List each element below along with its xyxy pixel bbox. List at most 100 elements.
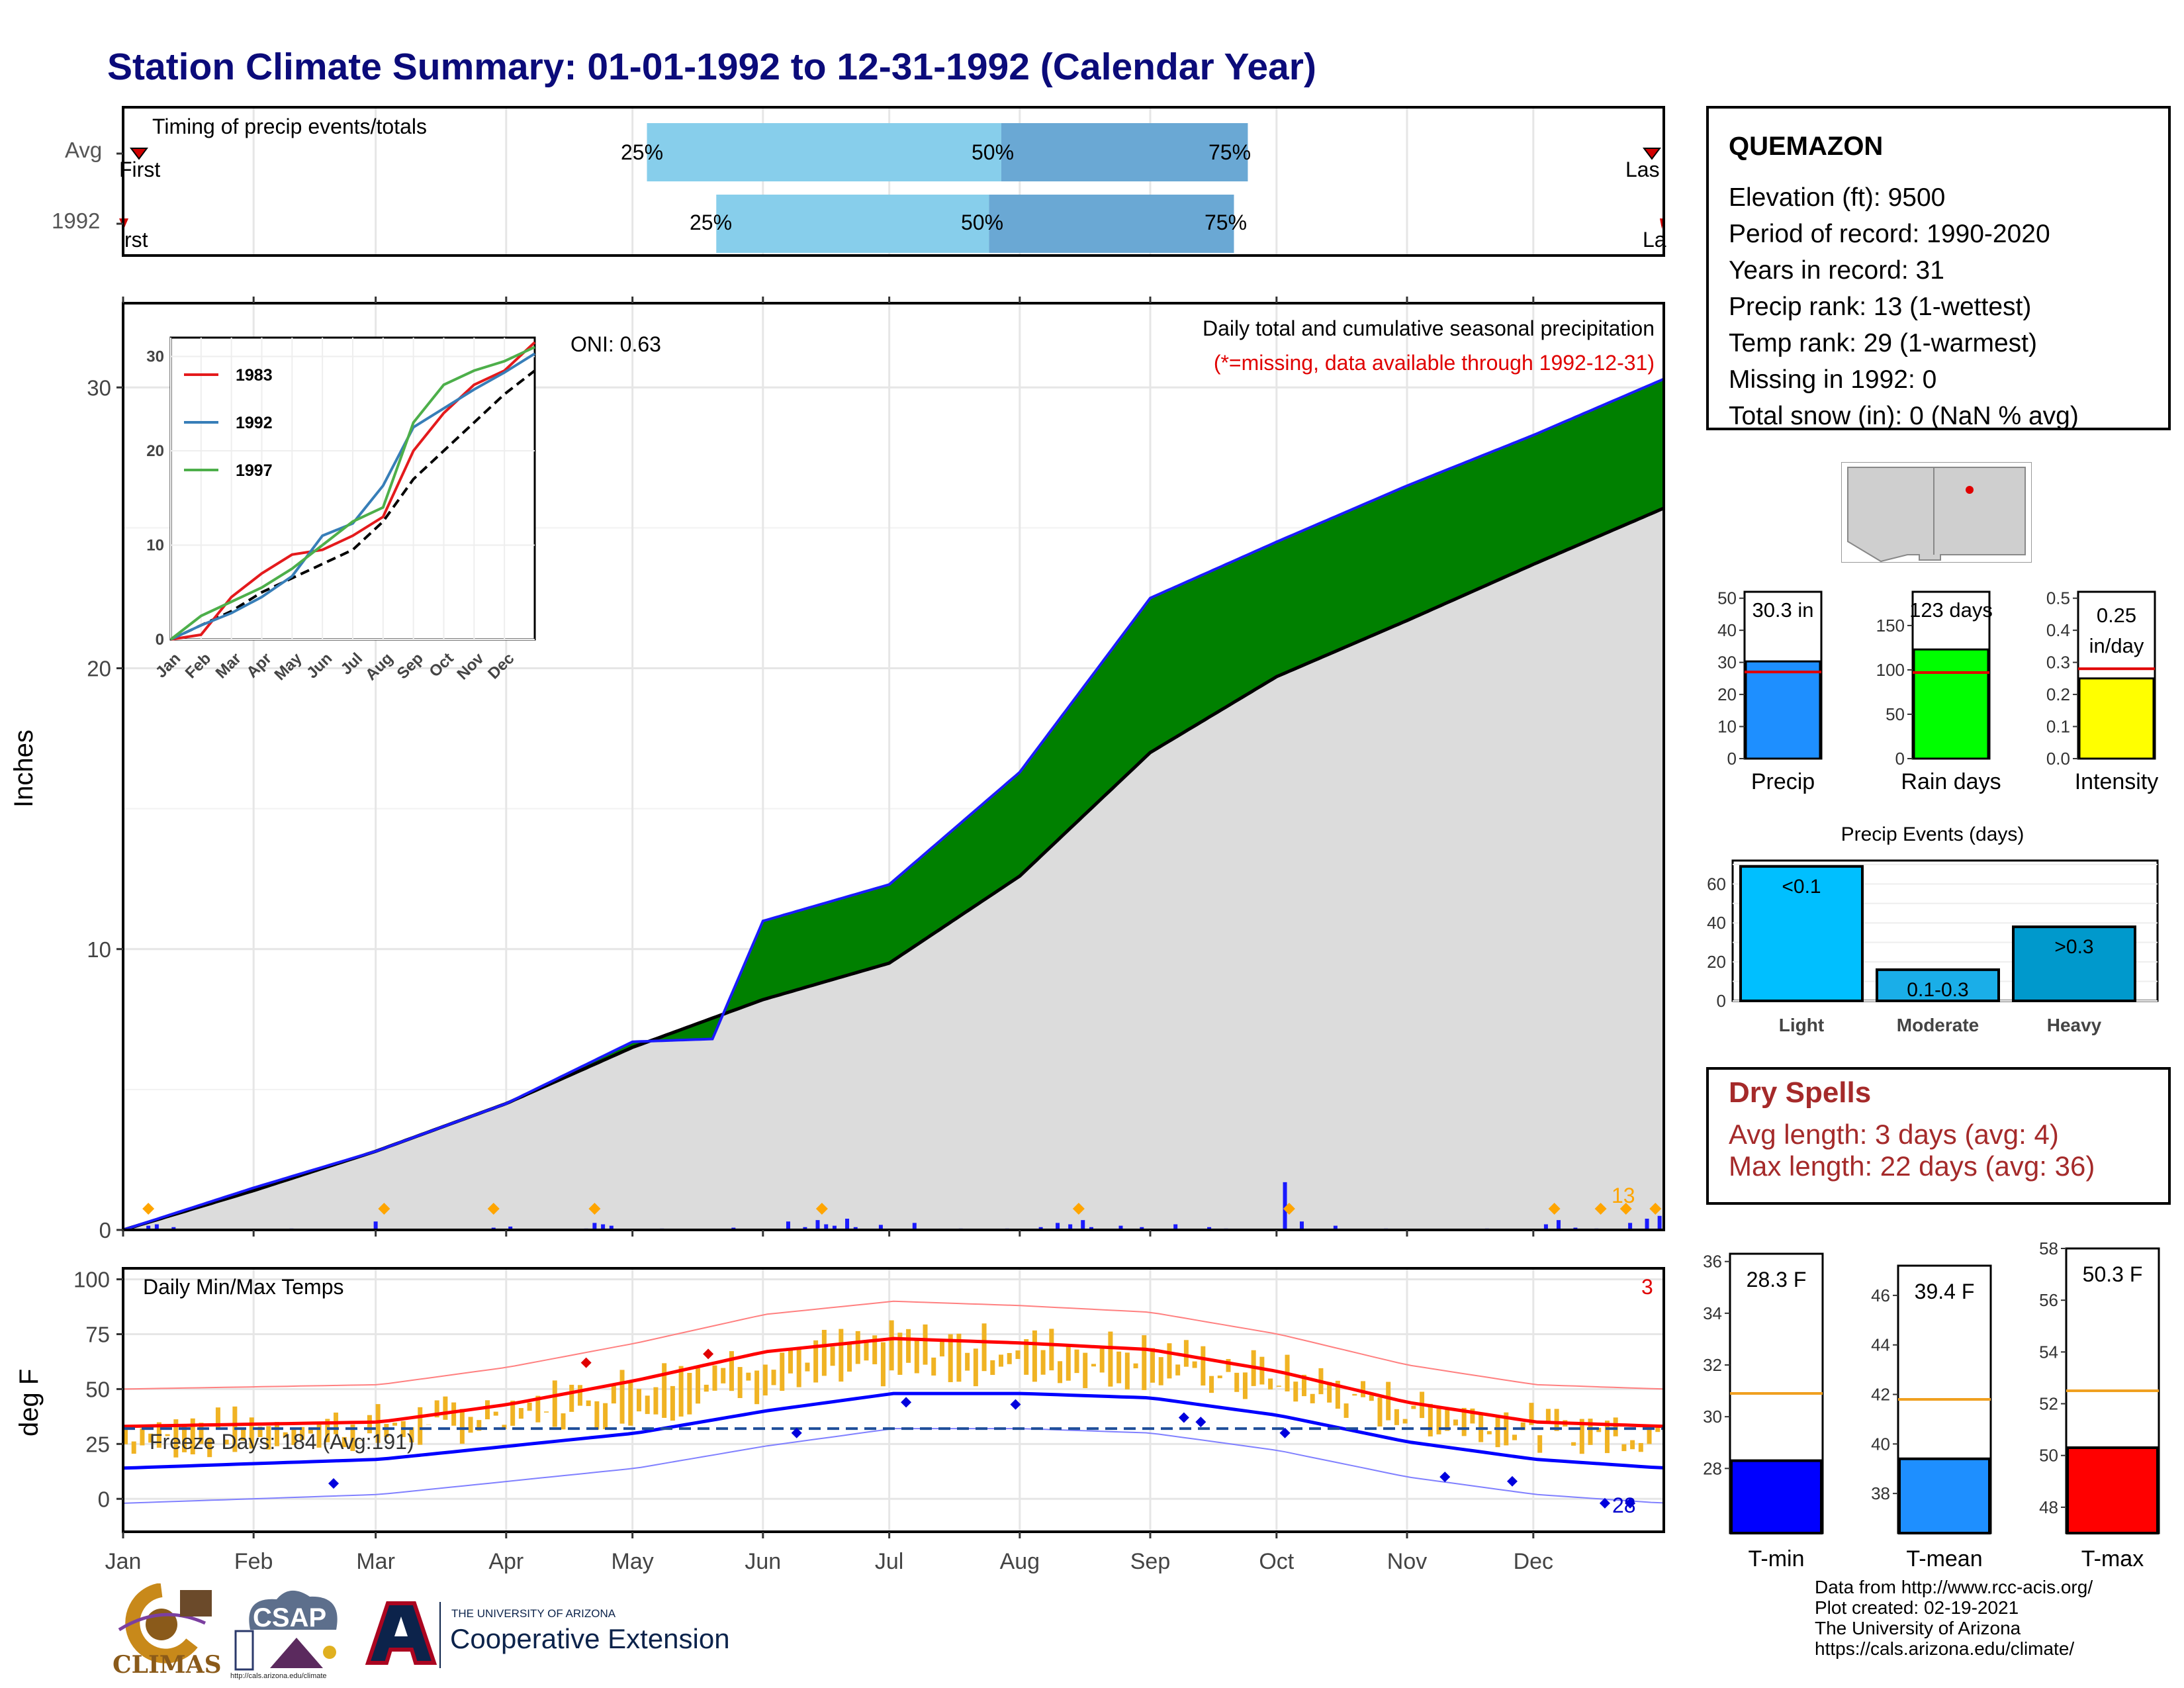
temp-summary-ytick-label: 58 [2039,1239,2058,1258]
inset-legend-label: 1983 [236,366,273,385]
daily-temp-range [1074,1349,1079,1374]
daily-precip-bar [803,1227,807,1230]
summary-value-label: 123 days [1909,598,1993,622]
daily-precip-bar [832,1225,837,1230]
daily-temp-range [990,1360,995,1376]
summary-bar-precip [1745,660,1821,760]
daily-temp-range [897,1333,903,1375]
precip-ytick-label: 30 [87,375,111,400]
daily-temp-range [645,1395,650,1415]
daily-temp-range [1411,1405,1416,1409]
daily-precip-bar [154,1224,159,1230]
first-label-1992: rst [124,228,148,252]
precip-ytick-label: 0 [99,1218,111,1243]
summary-ytick-label: 100 [1876,660,1905,680]
daily-precip-bar [1645,1219,1649,1230]
daily-temp-range [1352,1393,1357,1396]
daily-temp-range [341,1436,347,1448]
daily-temp-range [762,1364,768,1396]
daily-temp-range [1335,1380,1340,1409]
temp-summary-ytick-label: 44 [1871,1335,1890,1355]
record-low-marker [1439,1472,1451,1483]
daily-temp-range [1621,1444,1627,1452]
temp-ytick-label: 0 [98,1487,110,1511]
daily-temp-range [1276,1385,1281,1387]
daily-temp-range [1495,1417,1500,1448]
daily-temp-range [1579,1419,1584,1454]
temp-summary-ytick-label: 56 [2039,1290,2058,1310]
daily-temp-range [283,1432,288,1438]
record-low-marker [328,1478,340,1489]
summary-bar-intensity [2078,677,2155,760]
ua-logo [361,1597,441,1669]
extreme-precip-marker [1548,1203,1561,1215]
avg-q75: 75% [1208,140,1251,164]
summary-ytick-label: 0.0 [2046,749,2070,769]
events-bar-heavy [2012,925,2136,1002]
daily-temp-range [173,1419,179,1458]
precip-ytick-label: 10 [87,937,111,962]
daily-precip-bar [171,1227,176,1230]
station-snow: Total snow (in): 0 (NaN % avg) [1729,402,2079,430]
daily-temp-range [1461,1407,1467,1436]
summary-bar-label: Intensity [2075,769,2159,794]
daily-temp-range [1293,1382,1298,1402]
daily-temp-range [249,1417,254,1449]
daily-temp-range [1116,1351,1122,1383]
credit-line-university: The University of Arizona [1815,1618,2021,1638]
events-category-label: Moderate [1897,1015,1979,1035]
month-label: Aug [1000,1549,1040,1574]
daily-temp-range [830,1346,835,1366]
dry-spells-avg: Avg length: 3 days (avg: 4) [1729,1119,2059,1150]
month-label: Jan [105,1549,142,1574]
daily-temp-range [148,1433,154,1443]
summary-bar-label: Rain days [1901,769,2001,794]
daily-precip-bar [601,1224,606,1230]
daily-precip-bar [1299,1221,1304,1230]
daily-temp-range [1545,1409,1551,1423]
daily-temp-range [493,1411,498,1416]
temp-summary-ytick-label: 34 [1703,1303,1722,1323]
temp-bars: 28.3 F 28 30 32 34 36 T-min 39.4 F 38 40 42 44 46 T-m… [1703,1239,2160,1571]
inset-ytick-label: 10 [146,537,164,555]
daily-temp-range [1604,1421,1610,1454]
daily-precip-bar [853,1227,858,1230]
extreme-precip-marker [1072,1203,1085,1215]
daily-temp-range [1066,1346,1071,1381]
station-info-box: QUEMAZON Elevation (ft): 9500 Period of … [1706,106,2171,430]
daily-temp-range [1554,1409,1559,1431]
observed-cumulative-line [122,377,1664,1231]
daily-temp-range [855,1331,860,1364]
climas-logo: CLIMAS [106,1583,222,1683]
page-title: Station Climate Summary: 01-01-1992 to 1… [107,46,1316,88]
temp-summary-ytick-label: 36 [1703,1252,1722,1272]
month-label: Jul [875,1549,903,1574]
daily-temp-range [948,1334,953,1382]
summary-ytick-label: 50 [1886,704,1905,724]
daily-temp-range [1099,1348,1105,1373]
daily-temp-range [451,1402,457,1426]
events-bar-label: <0.1 [1782,876,1821,898]
station-name: QUEMAZON [1729,132,1884,161]
temp-summary-ytick-label: 46 [1871,1286,1890,1305]
daily-temp-range [670,1385,675,1421]
csap-text: CSAP [253,1603,327,1632]
events-bar-moderate [1876,968,2000,1002]
daily-temp-range [1175,1364,1181,1376]
station-location-marker [1966,486,1974,494]
oni-label: ONI: 0.63 [570,332,661,356]
daily-temp-range [1470,1408,1475,1424]
daily-temp-range [1486,1430,1492,1434]
dry-spells-title: Dry Spells [1729,1076,1872,1109]
daily-precip-bar [609,1225,614,1230]
daily-temp-range [165,1434,170,1436]
record-low-marker [1195,1417,1206,1428]
daily-temp-range [1142,1335,1147,1390]
daily-precip-bar [1207,1227,1212,1230]
daily-temp-range [662,1363,667,1418]
daily-temp-range [923,1324,928,1365]
daily-temp-range [931,1357,936,1376]
daily-temp-range [241,1427,246,1441]
daily-temp-range [737,1367,743,1399]
temp-ytick-label: 50 [85,1377,110,1401]
